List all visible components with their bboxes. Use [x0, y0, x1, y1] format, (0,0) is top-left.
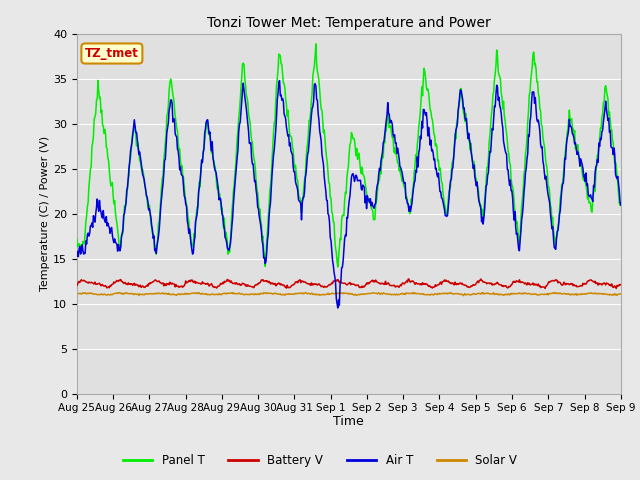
Air T [83, 241, 90, 247]
Air T [417, 133, 424, 139]
Panel T [617, 203, 625, 208]
Solar V [223, 291, 230, 297]
Air T [223, 239, 230, 245]
Panel T [73, 236, 81, 242]
Legend: Panel T, Battery V, Air T, Solar V: Panel T, Battery V, Air T, Solar V [118, 449, 522, 472]
Solar V [617, 291, 625, 297]
Battery V [139, 283, 147, 288]
Text: TZ_tmet: TZ_tmet [85, 47, 139, 60]
Air T [276, 78, 284, 84]
Line: Solar V: Solar V [77, 292, 621, 296]
Battery V [194, 280, 202, 286]
Title: Tonzi Tower Met: Temperature and Power: Tonzi Tower Met: Temperature and Power [207, 16, 491, 30]
Battery V [612, 286, 620, 291]
Battery V [477, 276, 484, 282]
Battery V [431, 284, 438, 290]
Solar V [460, 293, 467, 299]
Air T [433, 166, 440, 171]
Battery V [73, 283, 81, 288]
Line: Air T: Air T [77, 81, 621, 308]
Panel T [433, 141, 440, 147]
Panel T [139, 167, 147, 172]
Air T [139, 171, 147, 177]
Line: Panel T: Panel T [77, 44, 621, 267]
Solar V [139, 291, 147, 297]
Air T [334, 305, 342, 311]
Air T [194, 203, 202, 209]
Battery V [617, 282, 625, 288]
Y-axis label: Temperature (C) / Power (V): Temperature (C) / Power (V) [40, 136, 50, 291]
Battery V [415, 281, 422, 287]
Panel T [334, 264, 342, 270]
Solar V [415, 291, 422, 297]
Air T [73, 253, 81, 259]
Panel T [223, 233, 230, 239]
Air T [617, 202, 625, 208]
Solar V [447, 289, 454, 295]
Solar V [194, 291, 202, 297]
Solar V [431, 291, 438, 297]
Battery V [83, 279, 90, 285]
Panel T [417, 109, 424, 115]
Panel T [83, 213, 90, 218]
Panel T [312, 41, 320, 47]
X-axis label: Time: Time [333, 415, 364, 428]
Panel T [194, 204, 202, 210]
Line: Battery V: Battery V [77, 279, 621, 288]
Solar V [73, 291, 81, 297]
Battery V [223, 278, 230, 284]
Solar V [83, 291, 90, 297]
